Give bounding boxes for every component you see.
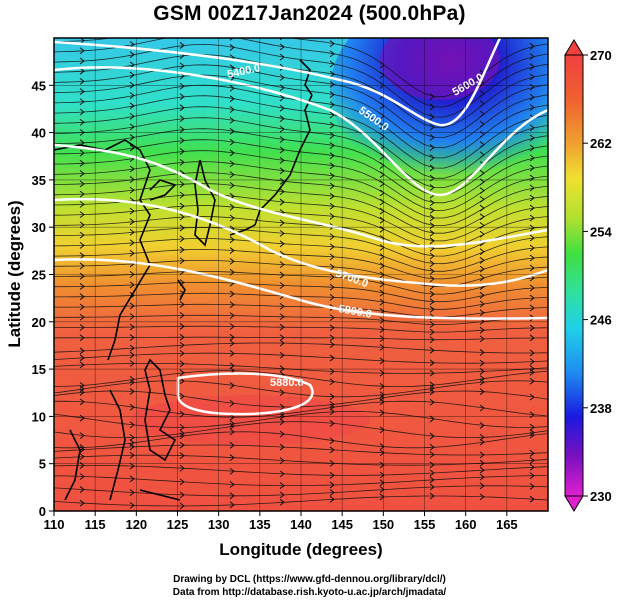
lat-lon-grid	[53, 38, 548, 512]
streamline	[54, 172, 548, 226]
streamline	[54, 431, 548, 449]
x-tick-label: 125	[167, 517, 189, 532]
coastlines	[54, 59, 313, 501]
y-tick-label: 40	[32, 126, 46, 141]
streamline	[54, 95, 548, 169]
streamline	[54, 205, 548, 249]
streamline	[54, 390, 548, 408]
streamline	[54, 444, 548, 456]
streamline	[54, 400, 548, 418]
streamline	[54, 410, 548, 428]
y-tick-label: 0	[39, 504, 46, 519]
streamline	[54, 495, 548, 507]
streamline-arrow	[230, 24, 234, 30]
x-tick-label: 115	[85, 517, 106, 532]
streamline	[54, 183, 548, 234]
y-axis-title: Latitude (degrees)	[5, 200, 24, 347]
colorbar-tick-label: 254	[590, 224, 612, 239]
colorbar-tick-label: 246	[590, 313, 612, 328]
streamline-arrow	[180, 22, 184, 28]
streamline	[54, 117, 548, 189]
y-tick-label: 35	[32, 173, 46, 188]
x-tick-label: 135	[249, 517, 271, 532]
colorbar-tick-label: 230	[590, 489, 612, 504]
contour-label: 5880.0	[270, 377, 304, 389]
streamline	[54, 485, 548, 497]
colorbar-min-arrow	[564, 495, 584, 512]
streamline	[54, 216, 548, 257]
streamline	[54, 475, 548, 486]
x-tick-label: 155	[414, 517, 436, 532]
streamline	[54, 194, 548, 242]
streamline	[54, 292, 548, 310]
streamline	[54, 227, 548, 265]
y-tick-label: 10	[32, 409, 46, 424]
streamline	[54, 43, 548, 118]
streamline	[54, 325, 548, 333]
y-tick-label: 45	[32, 78, 46, 93]
streamline	[54, 342, 548, 354]
streamline-arrow	[229, 38, 234, 41]
streamline	[54, 161, 548, 219]
x-axis-title: Longitude (degrees)	[219, 540, 382, 559]
streamline	[54, 370, 548, 387]
streamline	[54, 54, 548, 128]
x-tick-label: 140	[290, 517, 312, 532]
streamline-arrow	[130, 31, 134, 37]
colorbar-tick-label: 262	[590, 136, 612, 151]
credit-line-2: Data from http://database.rish.kyoto-u.a…	[172, 587, 447, 598]
streamline	[54, 314, 548, 325]
x-tick-label: 160	[455, 517, 477, 532]
contour-label: 5800.0	[337, 303, 372, 321]
credit-line-1: Drawing by DCL (https://www.gfd-dennou.o…	[173, 574, 446, 585]
credit-text: Drawing by DCL (https://www.gfd-dennou.o…	[0, 573, 619, 599]
streamline	[54, 237, 548, 272]
x-tick-label: 165	[496, 517, 518, 532]
streamline	[54, 106, 548, 179]
x-tick-label: 130	[208, 517, 230, 532]
x-tick-label: 145	[331, 517, 353, 532]
streamline	[54, 363, 548, 374]
y-tick-label: 5	[39, 457, 46, 472]
colorbar-max-arrow	[564, 39, 584, 56]
y-tick-label: 15	[32, 362, 46, 377]
streamline	[54, 64, 548, 138]
streamline	[54, 303, 548, 318]
colorbar: 270 262 254 246 238 230	[564, 39, 612, 512]
streamline	[54, 465, 548, 476]
y-tick-label: 20	[32, 315, 46, 330]
streamline	[54, 38, 548, 108]
streamline	[54, 38, 548, 98]
x-tick-label: 120	[125, 517, 147, 532]
x-axis-ticks: 110 115 120 125 130 135 140 145 150 155 160 165	[44, 511, 518, 532]
y-tick-label: 30	[32, 220, 46, 235]
streamline	[54, 421, 548, 439]
colorbar-tick-label: 270	[590, 48, 612, 63]
height-contours	[54, 38, 548, 416]
streamline	[54, 248, 548, 280]
streamline	[54, 352, 548, 364]
colorbar-tick-label: 238	[590, 401, 612, 416]
figure-title: GSM 00Z17Jan2024 (500.0hPa)	[153, 2, 466, 25]
streamline	[54, 74, 548, 149]
x-tick-label: 150	[372, 517, 394, 532]
y-tick-label: 25	[32, 268, 46, 283]
streamline	[54, 380, 548, 398]
y-axis-ticks: 0 5 10 15 20 25 30 35 40 45	[32, 78, 54, 519]
x-tick-label: 110	[44, 517, 65, 532]
streamline	[54, 336, 548, 341]
